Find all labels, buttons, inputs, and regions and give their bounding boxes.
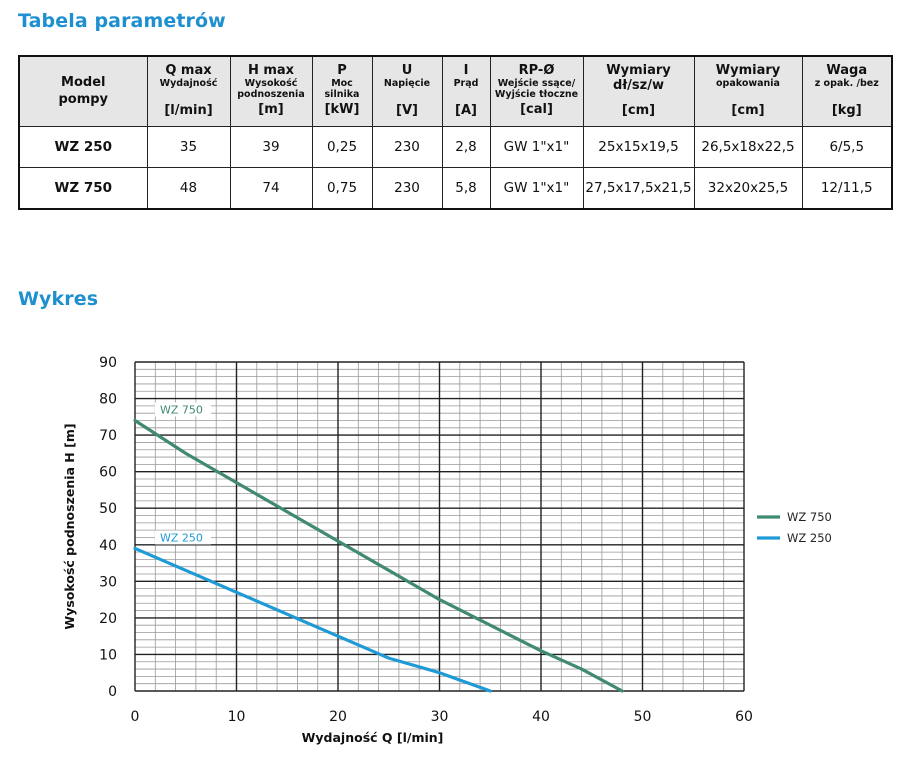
table-cell: GW 1"x1" <box>489 166 584 209</box>
header-weight: Waga z opak. /bez [kg] <box>801 55 893 127</box>
header-qmax-unit: [l/min] <box>164 103 213 118</box>
chart-section-title: Wykres <box>18 288 99 310</box>
table-cell: 32x20x25,5 <box>693 166 803 209</box>
table-cell: 2,8 <box>441 125 491 168</box>
table-row: WZ 750 48 74 0,75 230 5,8 GW 1"x1" 27,5x… <box>18 166 893 209</box>
legend-label: WZ 750 <box>787 510 832 524</box>
table-cell: 25x15x19,5 <box>582 125 695 168</box>
header-p-sub2: silnika <box>324 89 360 100</box>
header-hmax-sub2: podnoszenia <box>237 89 305 100</box>
header-package-dimensions-title: Wymiary <box>715 63 781 78</box>
table-cell: 230 <box>371 166 443 209</box>
header-package-dimensions: Wymiary opakowania [cm] <box>693 55 803 127</box>
header-model: Model pompy <box>18 55 148 127</box>
header-p-unit: [kW] <box>324 102 360 117</box>
header-dimensions-title: Wymiary <box>606 63 671 78</box>
x-tick-label: 50 <box>634 709 652 725</box>
y-tick-label: 10 <box>99 647 117 663</box>
y-axis-label: Wysokość podnoszenia H [m] <box>62 423 77 629</box>
header-hmax: H max Wysokość podnoszenia [m] <box>229 55 313 127</box>
y-tick-label: 40 <box>99 538 117 554</box>
table-cell: 12/11,5 <box>801 166 893 209</box>
table-cell: 0,75 <box>311 166 373 209</box>
table-cell: 230 <box>371 125 443 168</box>
header-rp-sub1: Wejście ssące/ <box>497 78 576 89</box>
table-cell: 74 <box>229 166 313 209</box>
header-hmax-title: H max <box>247 63 295 78</box>
header-rp-unit: [cal] <box>520 102 553 117</box>
x-tick-label: 40 <box>532 709 550 725</box>
table-header-row: Model pompy Q max Wydajność [l/min] H ma… <box>18 55 893 127</box>
header-weight-sub: z opak. /bez <box>814 78 879 89</box>
x-tick-label: 0 <box>131 709 140 725</box>
header-i: I Prąd [A] <box>441 55 491 127</box>
series-inline-label-bg <box>155 402 211 417</box>
series-inline-label-bg <box>155 530 211 545</box>
header-u-unit: [V] <box>396 103 418 118</box>
grid-major <box>134 361 745 692</box>
table-cell-model: WZ 250 <box>18 125 148 168</box>
table-cell: 26,5x18x22,5 <box>693 125 803 168</box>
header-qmax-title: Q max <box>165 63 212 78</box>
header-package-dimensions-unit: [cm] <box>731 103 765 118</box>
y-tick-label: 30 <box>99 574 117 590</box>
y-tick-label: 90 <box>99 355 117 371</box>
header-rp-sub2: Wyjście tłoczne <box>494 89 579 100</box>
header-dimensions: Wymiary dł/sz/w [cm] <box>582 55 695 127</box>
table-cell: 35 <box>146 125 231 168</box>
table-row: WZ 250 35 39 0,25 230 2,8 GW 1"x1" 25x15… <box>18 125 893 168</box>
x-tick-label: 10 <box>228 709 246 725</box>
header-dimensions-unit: [cm] <box>621 103 656 118</box>
legend-label: WZ 250 <box>787 531 832 545</box>
header-rp-title: RP-Ø <box>518 63 555 78</box>
header-u-sub: Napięcie <box>383 78 431 89</box>
y-tick-label: 20 <box>99 611 117 627</box>
series-lines <box>133 418 624 693</box>
table-cell: 6/5,5 <box>801 125 893 168</box>
header-weight-unit: [kg] <box>831 103 862 118</box>
header-i-sub: Prąd <box>453 78 479 89</box>
y-tick-label: 0 <box>108 684 117 700</box>
series-inline-labels: WZ 750 WZ 250 <box>155 402 211 545</box>
header-qmax-sub: Wydajność <box>159 78 218 89</box>
series-line <box>133 546 492 693</box>
table-cell: 5,8 <box>441 166 491 209</box>
parameters-table: Model pompy Q max Wydajność [l/min] H ma… <box>18 55 893 210</box>
header-p: P Moc silnika [kW] <box>311 55 373 127</box>
header-package-dimensions-sub: opakowania <box>716 78 780 89</box>
y-tick-label: 70 <box>99 428 117 444</box>
header-dimensions-subtitle: dł/sz/w <box>613 78 664 93</box>
header-p-title: P <box>337 63 347 78</box>
table-cell: 0,25 <box>311 125 373 168</box>
table-section-title: Tabela parametrów <box>18 10 226 32</box>
x-tick-label: 60 <box>735 709 753 725</box>
header-hmax-unit: [m] <box>258 102 284 117</box>
header-model-line2: pompy <box>58 92 109 108</box>
header-i-title: I <box>463 63 469 78</box>
x-axis-label: Wydajność Q [l/min] <box>302 730 444 745</box>
header-model-line1: Model <box>61 75 106 91</box>
x-axis-ticks: 0 10 20 30 40 50 60 <box>131 709 753 725</box>
legend: WZ 750 WZ 250 <box>757 510 832 545</box>
table-cell: GW 1"x1" <box>489 125 584 168</box>
y-tick-label: 50 <box>99 501 117 517</box>
x-tick-label: 20 <box>329 709 347 725</box>
header-i-unit: [A] <box>455 103 477 118</box>
header-hmax-sub1: Wysokość <box>244 78 298 89</box>
y-tick-label: 60 <box>99 465 117 481</box>
y-tick-label: 80 <box>99 392 117 408</box>
series-inline-label: WZ 250 <box>160 531 203 544</box>
series-line <box>133 418 624 693</box>
header-p-sub1: Moc <box>331 78 353 89</box>
header-u: U Napięcie [V] <box>371 55 443 127</box>
y-axis-ticks: 0 10 20 30 40 50 60 70 80 90 <box>99 355 117 700</box>
header-rp: RP-Ø Wejście ssące/ Wyjście tłoczne [cal… <box>489 55 584 127</box>
header-weight-title: Waga <box>826 63 868 78</box>
header-u-title: U <box>401 63 413 78</box>
table-cell-model: WZ 750 <box>18 166 148 209</box>
series-inline-label: WZ 750 <box>160 403 203 416</box>
x-tick-label: 30 <box>431 709 449 725</box>
